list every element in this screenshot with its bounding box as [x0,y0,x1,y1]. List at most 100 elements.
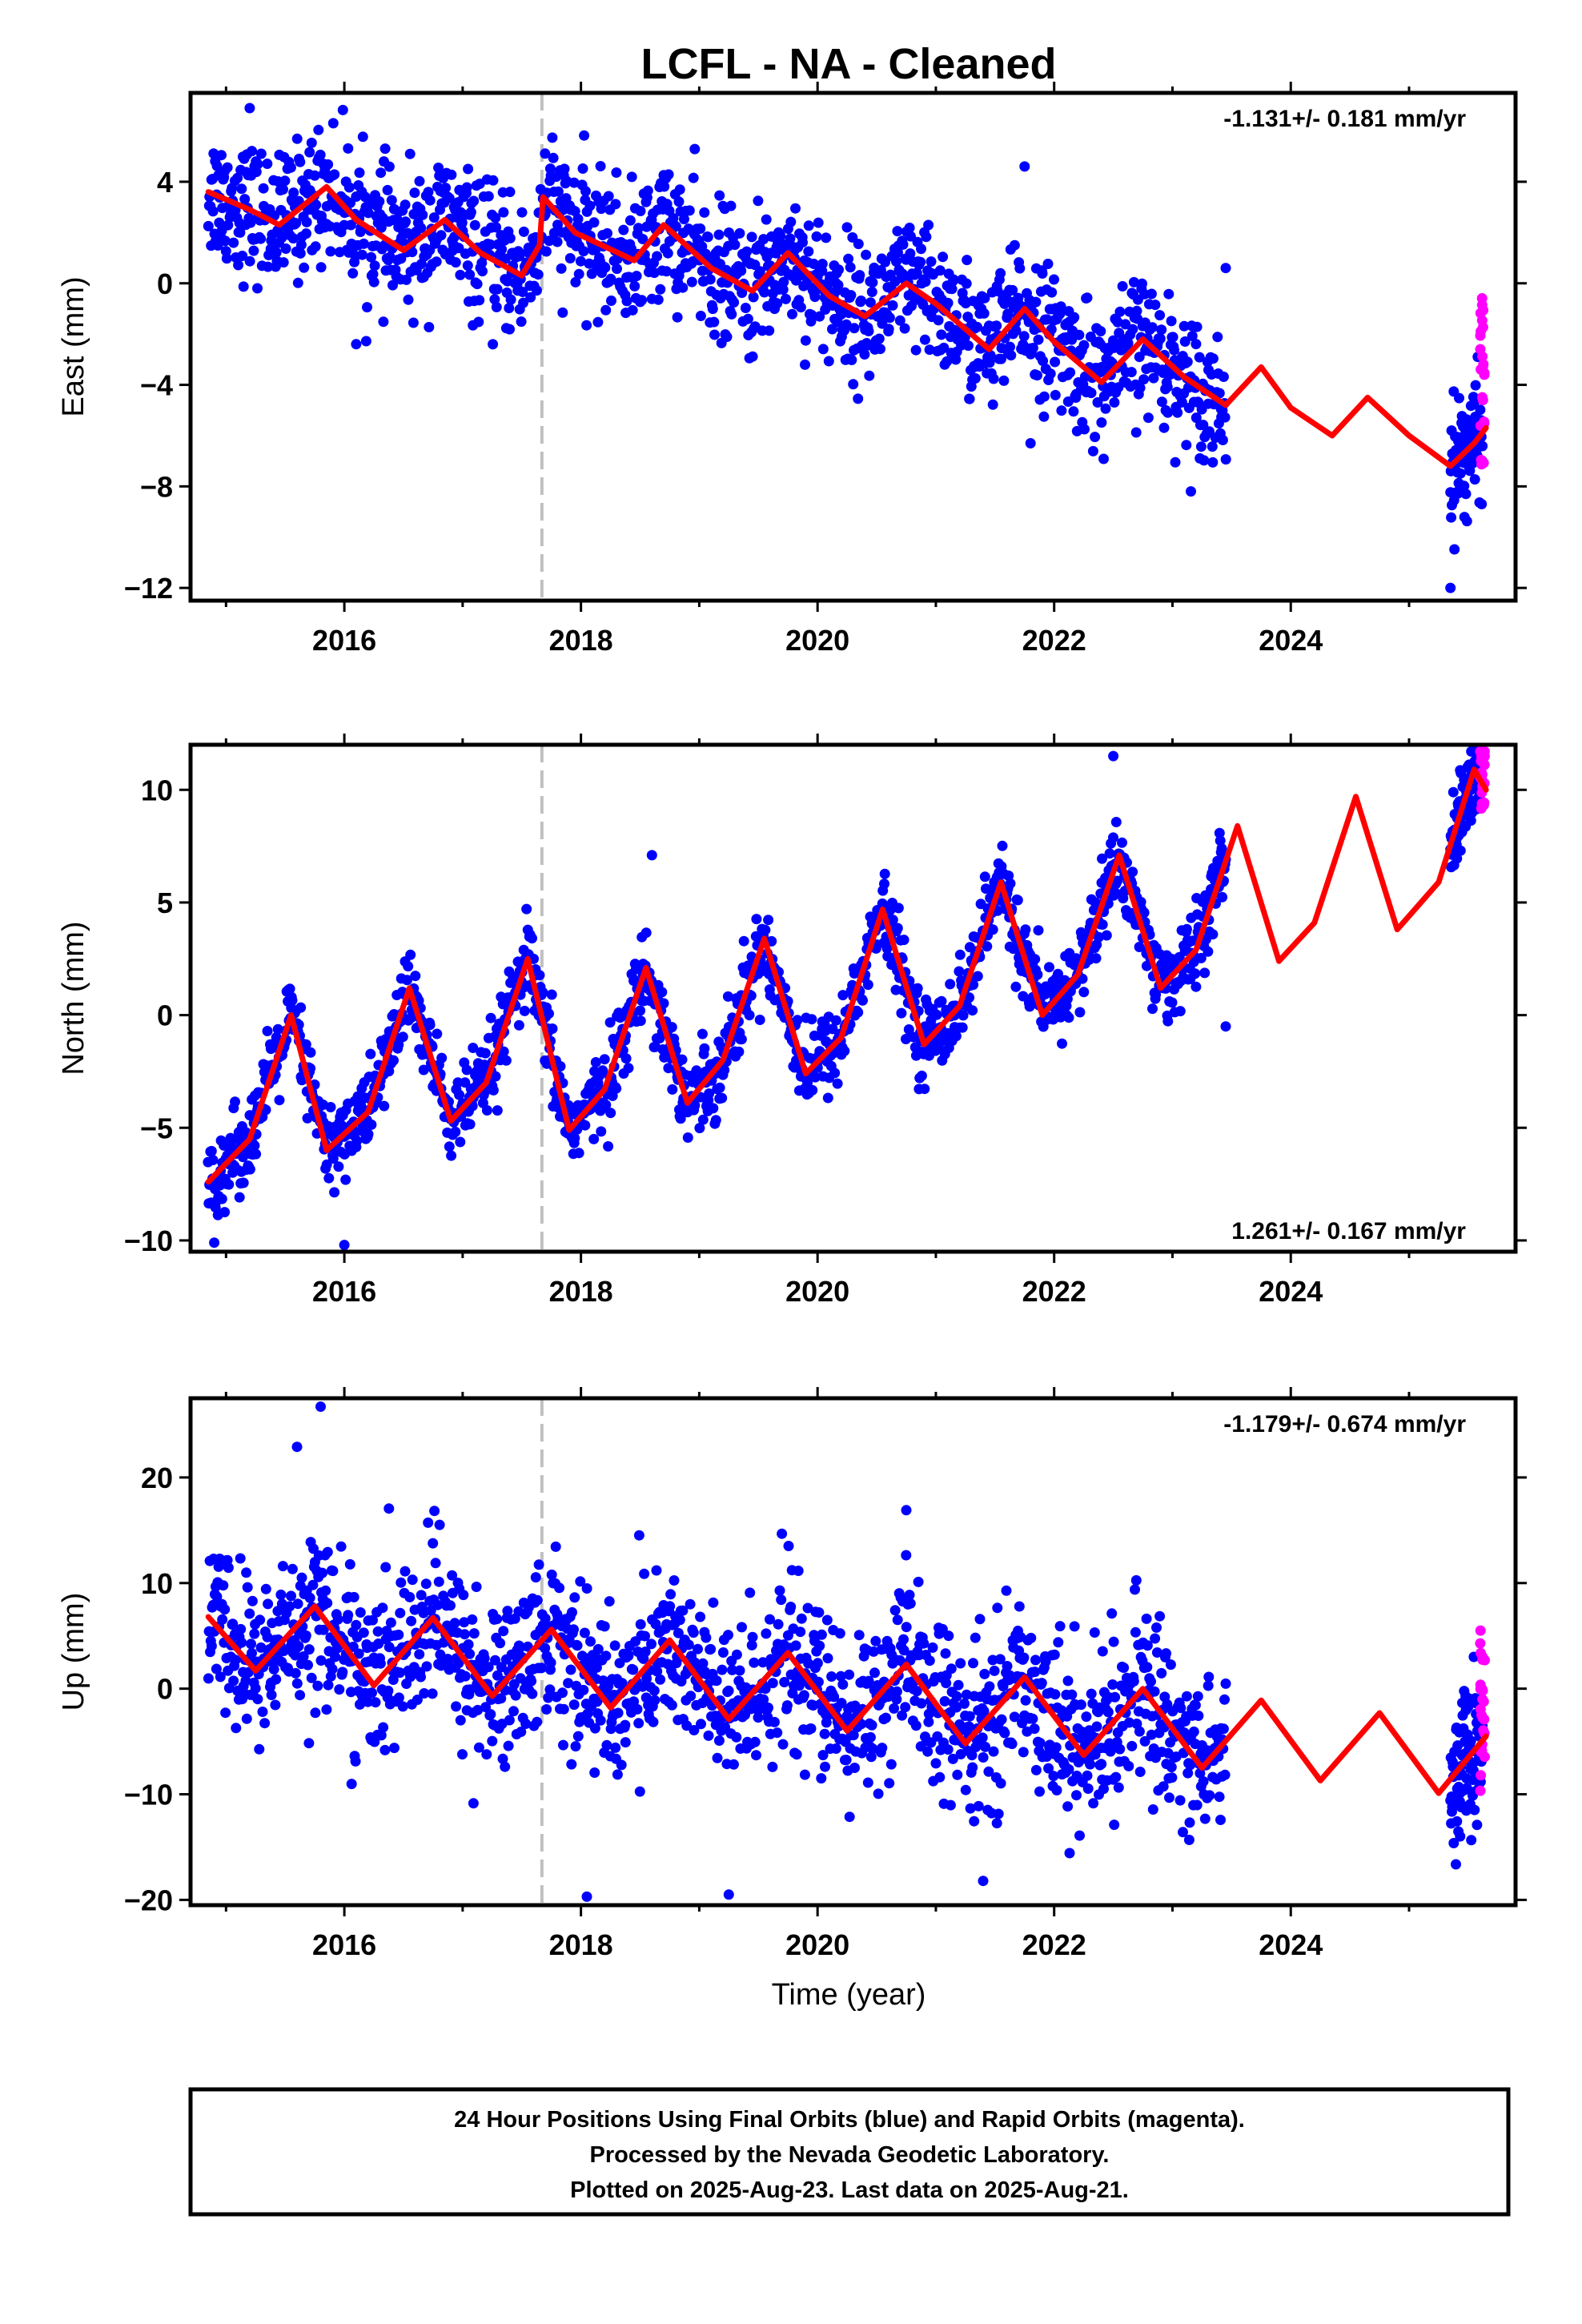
final-orbit-point [450,1126,461,1137]
final-orbit-point [375,167,387,179]
final-orbit-point [303,1644,315,1655]
final-orbit-point [249,1628,260,1639]
final-orbit-point [627,304,638,316]
final-orbit-point [276,231,287,242]
final-orbit-point [995,267,1006,279]
final-orbit-point [258,183,269,194]
final-orbit-point [370,1697,381,1708]
final-orbit-point [1134,1767,1146,1777]
final-orbit-point [504,1715,515,1726]
final-orbit-point [1097,1646,1108,1657]
final-orbit-point [869,1667,880,1679]
final-orbit-point [1069,312,1080,323]
final-orbit-point [1062,1801,1074,1812]
final-orbit-point [672,312,683,323]
final-orbit-point [795,1626,806,1638]
final-orbit-point [736,1034,747,1045]
final-orbit-point [1068,406,1079,417]
final-orbit-point [821,232,832,243]
final-orbit-point [572,1640,583,1651]
final-orbit-point [761,1628,772,1639]
final-orbit-point [714,190,725,201]
final-orbit-point [1101,930,1112,941]
final-orbit-point [950,354,962,365]
final-orbit-point [723,1685,734,1696]
final-orbit-point [343,143,354,154]
final-orbit-point [1001,1585,1012,1596]
final-orbit-point [661,266,672,277]
final-orbit-point [423,187,434,198]
final-orbit-point [865,297,876,308]
final-orbit-point [823,356,834,367]
final-orbit-point [329,169,340,180]
final-orbit-point [379,1744,391,1755]
final-orbit-point [1095,326,1106,337]
final-orbit-point [244,1608,255,1619]
final-orbit-point [462,260,473,271]
final-orbit-point [1053,1637,1064,1648]
final-orbit-point [206,1145,217,1156]
final-orbit-point [600,262,611,273]
final-orbit-point [347,267,359,279]
final-orbit-point [703,1730,714,1741]
final-orbit-point [778,276,789,287]
final-orbit-point [978,1752,989,1763]
final-orbit-point [268,1663,279,1675]
final-orbit-point [578,1684,589,1695]
final-orbit-point [312,1680,323,1691]
final-orbit-point [912,983,923,994]
final-orbit-point [400,216,412,227]
final-orbit-point [1477,440,1488,452]
final-orbit-point [540,148,551,159]
final-orbit-point [963,340,974,352]
final-orbit-point [995,1778,1006,1789]
final-orbit-point [480,1047,491,1059]
final-orbit-point [1096,417,1107,428]
final-orbit-point [891,256,901,267]
final-orbit-point [635,1005,646,1016]
final-orbit-point [754,266,765,277]
final-orbit-point [856,296,866,306]
final-orbit-point [859,349,870,360]
final-orbit-point [749,1736,761,1747]
final-orbit-point [938,251,949,263]
final-orbit-point [968,1658,978,1669]
final-orbit-point [545,1657,556,1668]
final-orbit-point [219,1207,231,1218]
final-orbit-point [951,1691,962,1702]
final-orbit-point [460,1671,471,1682]
final-orbit-point [977,1732,988,1743]
final-orbit-point [382,184,393,195]
final-orbit-point [417,209,428,220]
final-orbit-point [1012,895,1023,906]
final-orbit-point [257,1707,268,1717]
final-orbit-point [485,239,496,250]
rapid-orbit-point [1477,395,1488,405]
final-orbit-point [516,316,527,328]
final-orbit-point [303,1659,313,1671]
final-orbit-point [1174,1006,1186,1017]
final-orbit-point [709,329,720,340]
final-orbit-point [516,207,528,218]
final-orbit-point [623,1063,634,1074]
final-orbit-point [379,143,391,155]
rapid-orbit-point [1479,758,1490,770]
final-orbit-point [322,1598,333,1609]
final-orbit-point [409,187,420,199]
final-orbit-point [979,292,990,304]
north-rate-label: 1.261+/- 0.167 mm/yr [1231,1218,1466,1244]
final-orbit-point [428,1538,439,1549]
final-orbit-point [849,323,860,334]
final-orbit-point [1063,1763,1074,1775]
final-orbit-point [837,1679,849,1690]
final-orbit-point [588,217,600,228]
final-orbit-point [388,1055,399,1066]
final-orbit-point [455,269,466,280]
final-orbit-point [970,1632,981,1643]
final-orbit-point [767,1761,778,1772]
final-orbit-point [713,229,725,240]
final-orbit-point [808,259,819,269]
final-orbit-point [1183,1835,1195,1845]
final-orbit-point [783,1541,794,1551]
